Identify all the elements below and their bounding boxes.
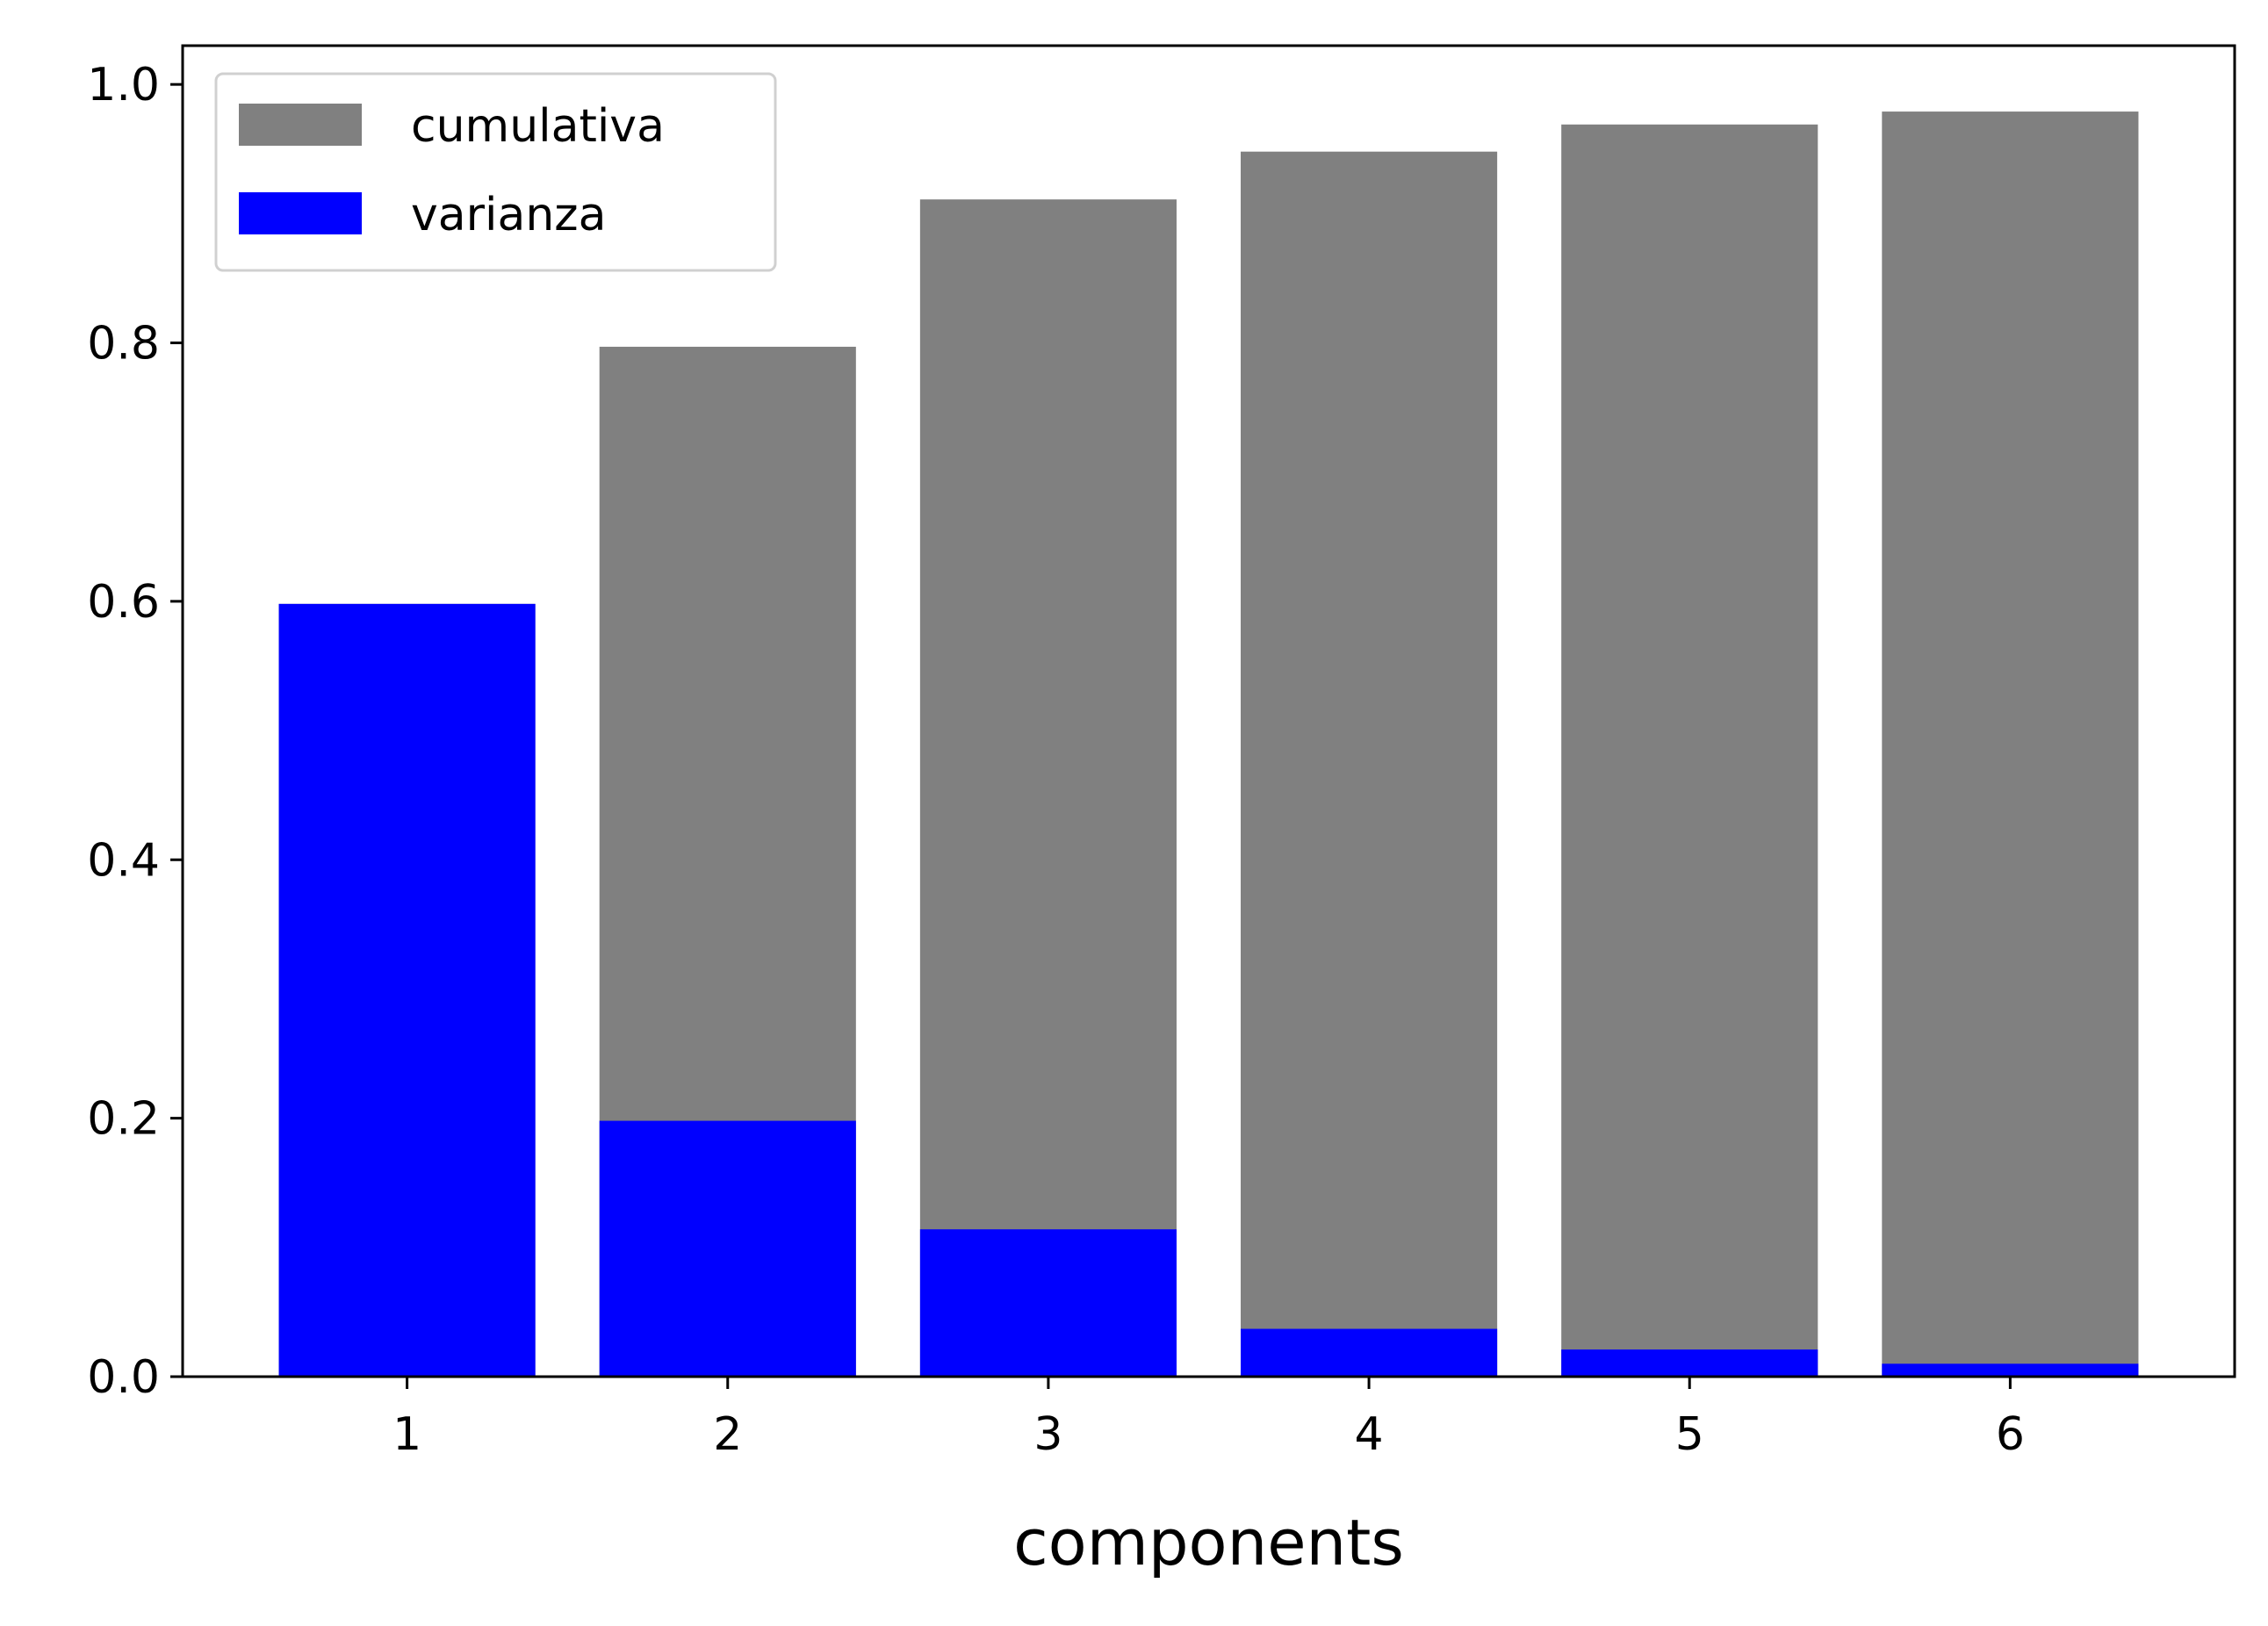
bar-cumulativa-5 bbox=[1561, 124, 1818, 1378]
axes-layer: 0.0 0.2 0.4 0.6 0.8 1.0 1 2 3 4 5 6 bbox=[87, 44, 2236, 1461]
bar-cumulativa-3 bbox=[919, 199, 1177, 1377]
x-tick-label: 3 bbox=[1033, 1408, 1062, 1461]
bar-varianza-2 bbox=[599, 1120, 856, 1377]
y-tick-label: 0.8 bbox=[87, 318, 160, 371]
legend-swatch bbox=[239, 104, 362, 146]
x-tick-label: 4 bbox=[1355, 1408, 1384, 1461]
bar-varianza-5 bbox=[1561, 1349, 1818, 1377]
y-tick-label: 0.6 bbox=[87, 576, 160, 629]
legend: cumulativa varianza bbox=[214, 72, 777, 272]
y-tick-label: 0.2 bbox=[87, 1093, 160, 1146]
x-tick-label: 5 bbox=[1675, 1408, 1704, 1461]
bar-varianza-6 bbox=[1882, 1363, 2139, 1377]
x-axis-label: components bbox=[1013, 1506, 1404, 1579]
bar-varianza-1 bbox=[278, 603, 536, 1377]
x-tick-label: 2 bbox=[713, 1408, 742, 1461]
legend-label: varianza bbox=[411, 189, 606, 241]
y-tick-label: 1.0 bbox=[87, 59, 160, 112]
y-tick-label: 0.0 bbox=[87, 1351, 160, 1404]
legend-swatch bbox=[239, 192, 362, 234]
x-tick-label: 6 bbox=[1996, 1408, 2025, 1461]
legend-label: cumulativa bbox=[411, 100, 665, 153]
bars-layer bbox=[278, 112, 2139, 1378]
y-tick-label: 0.4 bbox=[87, 834, 160, 887]
bar-varianza-3 bbox=[919, 1229, 1177, 1377]
x-tick-label: 1 bbox=[392, 1408, 421, 1461]
bar-cumulativa-4 bbox=[1241, 151, 1498, 1377]
bar-varianza-4 bbox=[1241, 1328, 1498, 1377]
bar-cumulativa-6 bbox=[1882, 112, 2139, 1377]
plot-frame bbox=[181, 44, 2236, 1378]
